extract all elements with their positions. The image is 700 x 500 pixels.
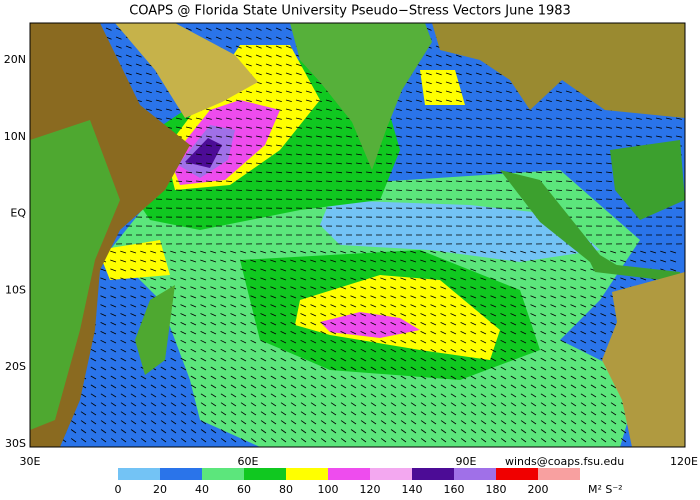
colorbar-tick-label: 0	[115, 483, 122, 496]
land-borneo	[610, 140, 685, 220]
colorbar-unit: M² S⁻²	[588, 483, 623, 496]
colorbar-segment	[538, 468, 580, 480]
land-australia	[602, 272, 685, 447]
colorbar-tick-label: 20	[153, 483, 167, 496]
lat-label: 30S	[5, 437, 26, 450]
land-india	[290, 23, 432, 170]
colorbar: 0 20 40 60 80 100 120 140 160 180 200	[115, 468, 580, 496]
lon-label: 60E	[238, 455, 259, 468]
colorbar-segment	[328, 468, 370, 480]
map-area	[30, 23, 685, 447]
colorbar-tick-label: 140	[402, 483, 423, 496]
lat-label: 20S	[5, 360, 26, 373]
map-title: COAPS @ Florida State University Pseudo−…	[129, 4, 571, 19]
colorbar-segment	[412, 468, 454, 480]
colorbar-segment	[202, 468, 244, 480]
colorbar-tick-label: 180	[486, 483, 507, 496]
lat-label: 10N	[4, 130, 26, 143]
lat-label: 20N	[4, 53, 26, 66]
contour-80	[295, 275, 500, 360]
contour-80	[98, 240, 170, 280]
contour-0	[320, 200, 600, 262]
map-frame	[29, 22, 686, 448]
colorbar-tick-label: 80	[279, 483, 293, 496]
colorbar-segment	[160, 468, 202, 480]
land-arabia	[115, 23, 258, 118]
contour-100	[320, 312, 420, 338]
land-madagascar	[135, 285, 175, 375]
colorbar-tick-label: 120	[360, 483, 381, 496]
land-africa-low	[30, 120, 120, 430]
colorbar-segment	[454, 468, 496, 480]
colorbar-segment	[118, 468, 160, 480]
colorbar-tick-label: 40	[195, 483, 209, 496]
land-asia	[432, 23, 685, 118]
colorbar-segment	[286, 468, 328, 480]
axis-labels: 20N 10N EQ 10S 20S 30S 30E 60E 90E 120E	[4, 53, 698, 468]
colorbar-tick-label: 60	[237, 483, 251, 496]
colorbar-tick-label: 100	[318, 483, 339, 496]
colorbar-segment	[370, 468, 412, 480]
colorbar-tick-label: 160	[444, 483, 465, 496]
colorbar-tick-label: 200	[528, 483, 549, 496]
colorbar-segment	[244, 468, 286, 480]
lat-label: 10S	[5, 283, 26, 296]
land-java	[590, 262, 680, 282]
lon-label: 90E	[456, 455, 477, 468]
credit: winds@coaps.fsu.edu	[505, 455, 624, 468]
lon-label: 120E	[670, 455, 698, 468]
lon-label: 30E	[20, 455, 41, 468]
land-sumatra	[500, 170, 625, 270]
lat-label: EQ	[10, 207, 26, 220]
colorbar-segment	[496, 468, 538, 480]
contour-140	[185, 138, 222, 168]
contour-80	[420, 70, 465, 105]
